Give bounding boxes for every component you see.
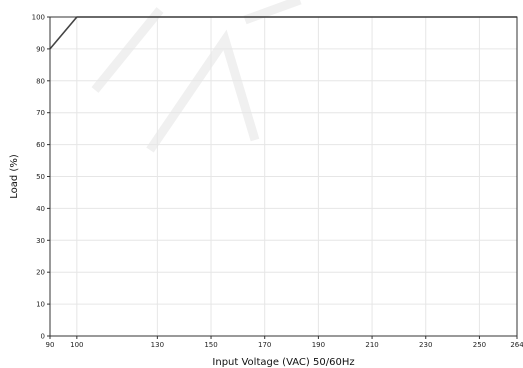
y-tick-label: 80 [36,77,45,85]
x-tick-label: 230 [419,341,432,349]
y-tick-label: 50 [36,173,45,181]
x-axis-title: Input Voltage (VAC) 50/60Hz [212,357,354,368]
y-tick-label: 20 [36,269,45,277]
y-tick-label: 0 [41,333,45,341]
load-derating-line [49,16,517,50]
x-tick-label: 100 [70,341,83,349]
x-tick-label: 190 [312,341,325,349]
x-tick-label: 210 [365,341,378,349]
y-tick-label: 40 [36,205,45,213]
x-tick-label: 130 [151,341,164,349]
x-tick-label: 150 [204,341,217,349]
x-tick-label: 170 [258,341,271,349]
series-layer [49,16,517,50]
y-tick-label: 100 [32,14,45,22]
y-tick-label: 90 [36,45,45,53]
y-axis-title: Load (%) [9,154,20,199]
x-tick-label: 250 [473,341,486,349]
y-tick-label: 10 [36,301,45,309]
x-tick-label: 90 [46,341,55,349]
y-tick-label: 30 [36,237,45,245]
ticks: 90 100 130 150 170 190 210 230 250 264 0 10 20 30 40 50… [32,14,523,350]
y-tick-label: 70 [36,109,45,117]
watermark [91,0,302,153]
y-tick-label: 60 [36,141,45,149]
x-tick-label: 264 [510,341,523,349]
